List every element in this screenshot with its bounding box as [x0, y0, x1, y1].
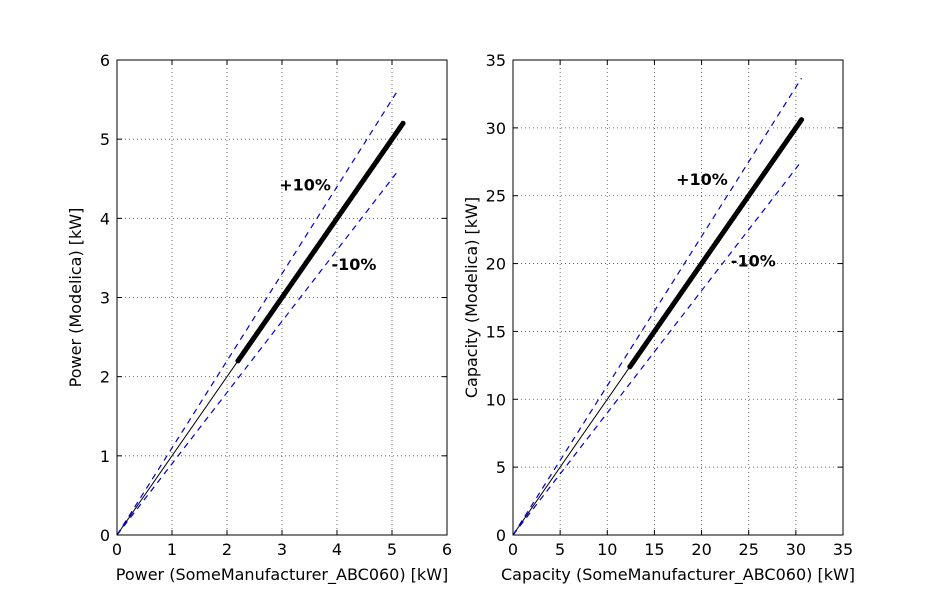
power-y-tick-label: 1 [100, 447, 110, 466]
power-plus10-annotation: +10% [279, 176, 331, 195]
capacity-data-point [798, 117, 805, 123]
capacity-minus10-annotation: -10% [731, 251, 776, 270]
power-x-tick-label: 6 [442, 540, 452, 559]
capacity-y-tick-label: 25 [486, 187, 506, 206]
power-x-tick-label: 1 [167, 540, 177, 559]
power-y-tick-label: 6 [100, 51, 110, 70]
capacity-y-tick-label: 10 [486, 390, 506, 409]
capacity-x-axis-label: Capacity (SomeManufacturer_ABC060) [kW] [501, 565, 855, 585]
capacity-chart: 0 5 10 15 20 25 30 35 0 5 10 15 20 25 30 35 +10% -10% C… [462, 51, 855, 585]
capacity-x-tick-label: 20 [691, 540, 711, 559]
power-y-axis-label: Power (Modelica) [kW] [66, 208, 85, 388]
capacity-plus10-annotation: +10% [676, 170, 728, 189]
power-y-tick-label: 0 [100, 526, 110, 545]
power-chart: 0 1 2 3 4 5 6 0 1 2 3 4 5 6 +10% -10% Power (SomeManu… [66, 51, 452, 585]
capacity-plot-frame [512, 59, 844, 536]
power-minus10-annotation: -10% [332, 255, 377, 274]
power-x-axis-label: Power (SomeManufacturer_ABC060) [kW] [116, 565, 449, 585]
capacity-y-tick-label: 0 [496, 526, 506, 545]
capacity-identity-line [512, 366, 631, 536]
capacity-x-tick-label: 10 [597, 540, 617, 559]
power-data-point [400, 120, 406, 126]
power-x-tick-label: 4 [332, 540, 342, 559]
power-points [235, 120, 406, 364]
power-y-tick-label: 4 [100, 209, 110, 228]
power-x-tick-label: 5 [387, 540, 397, 559]
capacity-x-tick-label: 35 [833, 540, 853, 559]
capacity-x-tick-label: 30 [786, 540, 806, 559]
power-x-tick-label: 0 [112, 540, 122, 559]
capacity-x-tick-label: 5 [555, 540, 565, 559]
capacity-y-axis-label: Capacity (Modelica) [kW] [462, 197, 481, 398]
power-x-tick-label: 2 [222, 540, 232, 559]
capacity-y-tick-label: 20 [486, 255, 506, 274]
power-x-tick-label: 3 [277, 540, 287, 559]
power-y-tick-label: 5 [100, 130, 110, 149]
power-y-tick-label: 3 [100, 289, 110, 308]
capacity-y-tick-label: 35 [486, 51, 506, 70]
capacity-y-tick-label: 5 [496, 458, 506, 477]
power-minus10-band [116, 171, 398, 536]
capacity-y-tick-label: 30 [486, 119, 506, 138]
capacity-points [627, 117, 805, 370]
power-y-tick-label: 2 [100, 368, 110, 387]
capacity-minus10-band [512, 160, 802, 536]
capacity-y-tick-label: 15 [486, 322, 506, 341]
capacity-x-tick-label: 25 [739, 540, 759, 559]
power-identity-line [116, 360, 239, 536]
capacity-plus10-band [512, 77, 803, 536]
capacity-x-tick-label: 15 [644, 540, 664, 559]
power-plus10-band [116, 90, 399, 536]
capacity-x-tick-label: 0 [508, 540, 518, 559]
